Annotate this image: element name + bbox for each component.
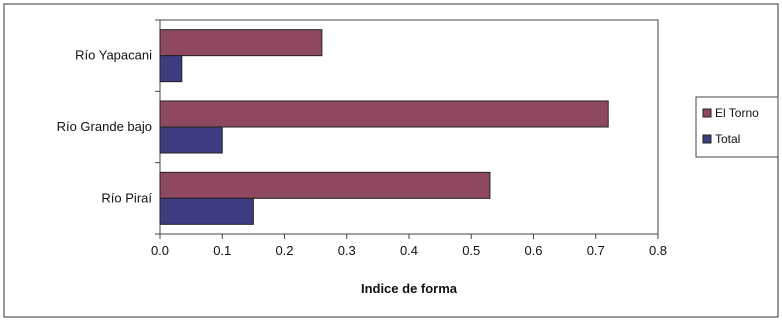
x-tick-label: 0.4 — [400, 243, 418, 258]
x-tick-label: 0.5 — [462, 243, 480, 258]
legend: El Torno Total — [695, 96, 779, 158]
x-tick-label: 0.7 — [587, 243, 605, 258]
bar-el-torno-1 — [159, 100, 609, 128]
legend-swatch — [702, 134, 712, 144]
bar-total-1 — [159, 126, 223, 154]
x-tick-label: 0.6 — [524, 243, 542, 258]
x-tick-label: 0.2 — [275, 243, 293, 258]
x-tick-label: 0.3 — [338, 243, 356, 258]
bar-total-0 — [159, 55, 183, 83]
legend-swatch — [702, 108, 712, 118]
category-label: Río Grande bajo — [57, 119, 152, 134]
x-tick-label: 0.1 — [213, 243, 231, 258]
category-axis: Río Yapacani Río Grande bajo Río Piraí — [57, 19, 160, 235]
x-axis-title: Indice de forma — [361, 281, 458, 296]
bar-total-2 — [159, 197, 254, 225]
category-label: Río Piraí — [101, 190, 152, 205]
bars-layer — [159, 29, 609, 225]
category-label: Río Yapacani — [75, 48, 152, 63]
bar-el-torno-0 — [159, 29, 323, 57]
x-tick-label: 0.0 — [151, 243, 169, 258]
legend-box — [695, 96, 779, 158]
legend-label: El Torno — [715, 106, 759, 120]
x-tick-label: 0.8 — [649, 243, 667, 258]
bar-el-torno-2 — [159, 171, 491, 199]
x-axis: 0.0 0.1 0.2 0.3 0.4 0.5 0.6 0.7 0.8 — [151, 234, 667, 258]
legend-label: Total — [715, 132, 740, 146]
